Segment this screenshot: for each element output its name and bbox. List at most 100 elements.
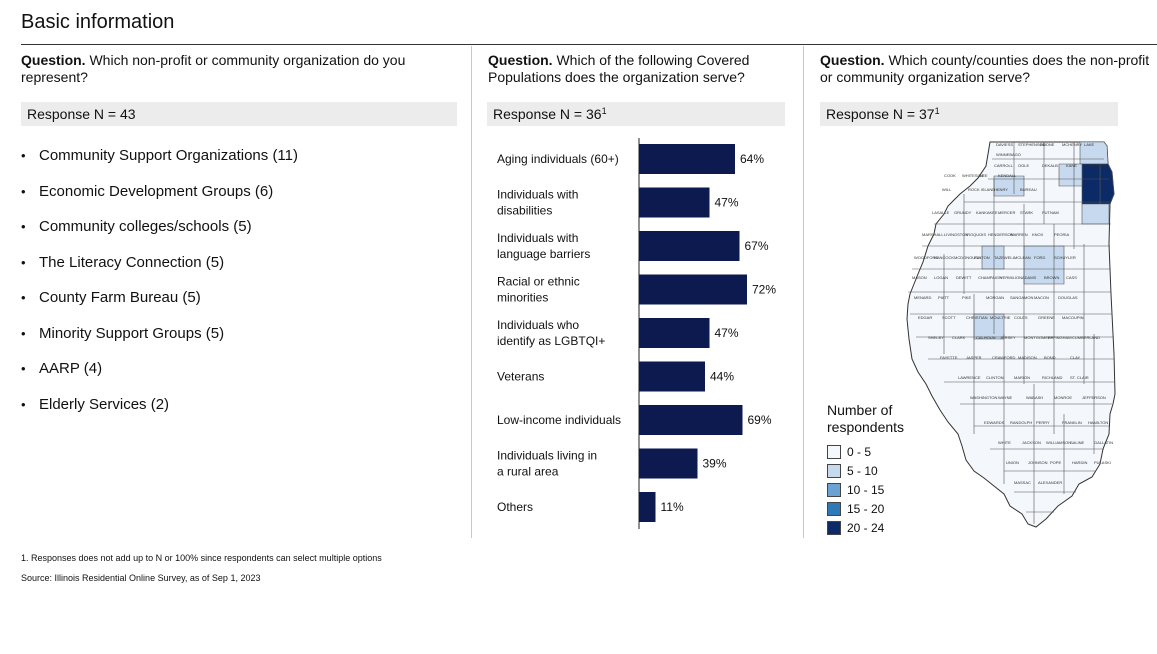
question-text: Which county/counties does the non-profi… bbox=[820, 52, 1150, 85]
data-label: 11% bbox=[661, 500, 684, 514]
county-shape bbox=[1058, 163, 1083, 187]
bullet-icon: • bbox=[21, 290, 26, 305]
county-label: LOGAN bbox=[934, 275, 948, 280]
county-label: WARREN bbox=[1010, 232, 1028, 237]
list-item-label: Elderly Services (2) bbox=[39, 395, 170, 413]
counties-panel: Question. Which county/counties does the… bbox=[803, 46, 1157, 538]
legend-label: 15 - 20 bbox=[847, 501, 885, 516]
bullet-icon: • bbox=[21, 325, 26, 341]
question-label: Question. bbox=[820, 52, 885, 68]
county-label: RANDOLPH bbox=[1010, 420, 1032, 425]
county-label: CRAWFORD bbox=[992, 355, 1016, 360]
county-label: CALHOUN bbox=[976, 335, 996, 340]
footnote-marker: 1 bbox=[934, 106, 940, 116]
county-shape bbox=[1079, 141, 1109, 165]
data-label: 47% bbox=[715, 196, 739, 210]
county-label: LAWRENCE bbox=[958, 375, 981, 380]
county-label: SALINE bbox=[1070, 440, 1085, 445]
county-label: LEE bbox=[980, 173, 988, 178]
bar bbox=[639, 492, 656, 522]
legend-swatch bbox=[827, 444, 841, 459]
question-text: Which non-profit or community organizati… bbox=[21, 52, 406, 85]
county-label: HANCOCK bbox=[934, 255, 954, 260]
county-label: ADAMS bbox=[1022, 275, 1037, 280]
county-label: COLES bbox=[1014, 315, 1028, 320]
county-label: MACON bbox=[1034, 295, 1049, 300]
list-item: • Economic Development Groups (6) bbox=[21, 183, 298, 219]
footnote-marker: 1 bbox=[601, 106, 607, 116]
county-label: TAZEWELL bbox=[994, 255, 1016, 260]
response-count: Response N = 361 bbox=[487, 102, 785, 126]
county-shape bbox=[1099, 163, 1115, 205]
county-label: FAYETTE bbox=[940, 355, 958, 360]
category-label: Individuals who bbox=[497, 318, 579, 332]
county-label: UNION bbox=[1006, 460, 1019, 465]
county-label: FORD bbox=[1034, 255, 1045, 260]
data-label: 64% bbox=[740, 152, 764, 166]
county-label: KNOX bbox=[1032, 232, 1044, 237]
county-label: MCLEAN bbox=[1014, 255, 1031, 260]
county-label: MOULTRIE bbox=[990, 315, 1011, 320]
county-label: CLARK bbox=[952, 335, 966, 340]
county-label: BOND bbox=[1044, 355, 1056, 360]
legend-label: 20 - 24 bbox=[847, 520, 885, 535]
county-label: WAYNE bbox=[998, 395, 1013, 400]
category-label: minorities bbox=[497, 291, 548, 305]
county-label: POPE bbox=[1050, 460, 1061, 465]
legend-label: 10 - 15 bbox=[847, 482, 885, 497]
county-label: LIVINGSTON bbox=[944, 232, 968, 237]
bar bbox=[639, 405, 743, 435]
county-label: WABASH bbox=[1026, 395, 1043, 400]
list-item-label: Minority Support Groups (5) bbox=[39, 324, 225, 342]
list-item-label: AARP (4) bbox=[39, 360, 103, 377]
county-label: STEPHENSON bbox=[1018, 142, 1046, 147]
legend-title: Number of respondents bbox=[827, 402, 905, 435]
legend-entry: 10 - 15 bbox=[827, 480, 904, 499]
bullet-icon: • bbox=[21, 148, 26, 163]
county-label: GRUNDY bbox=[954, 210, 972, 215]
legend-label: 5 - 10 bbox=[847, 463, 878, 478]
list-item: • Minority Support Groups (5) bbox=[21, 325, 298, 361]
bar bbox=[639, 448, 698, 479]
county-label: PUTNAM bbox=[1042, 210, 1059, 215]
county-label: BUREAU bbox=[1020, 187, 1037, 192]
county-label: MONROE bbox=[1054, 395, 1072, 400]
map-legend: Number of respondents 0 - 5 5 - 10 10 - 15 1… bbox=[827, 402, 904, 537]
county-label: JACKSON bbox=[1022, 440, 1041, 445]
list-item-label: The Literacy Connection (5) bbox=[39, 253, 225, 271]
county-label: SCOTT bbox=[942, 315, 956, 320]
data-label: 72% bbox=[752, 283, 776, 297]
list-item-label: Economic Development Groups (6) bbox=[39, 182, 274, 200]
county-label: JASPER bbox=[966, 355, 982, 360]
legend-items: 0 - 5 5 - 10 10 - 15 15 - 20 20 - 24 bbox=[827, 442, 904, 537]
county-label: WINNEBAGO bbox=[996, 152, 1021, 157]
county-label: PEORIA bbox=[1054, 232, 1069, 237]
populations-bar-chart: Aging individuals (60+) 64% Individuals wi… bbox=[497, 138, 776, 529]
bullet-icon: • bbox=[21, 254, 26, 270]
list-item: • The Literacy Connection (5) bbox=[21, 254, 298, 290]
organization-panel: Question. Which non-profit or community … bbox=[21, 46, 469, 538]
list-item: • AARP (4) bbox=[21, 360, 298, 396]
county-label: RICHLAND bbox=[1042, 375, 1063, 380]
category-label: Racial or ethnic bbox=[497, 275, 580, 289]
response-count: Response N = 371 bbox=[820, 102, 1118, 126]
category-label: a rural area bbox=[497, 465, 559, 479]
legend-entry: 20 - 24 bbox=[827, 518, 904, 537]
county-label: CASS bbox=[1066, 275, 1077, 280]
county-label: HENRY bbox=[994, 187, 1008, 192]
county-label: BROWN bbox=[1044, 275, 1059, 280]
county-label: FULTON bbox=[974, 255, 990, 260]
county-label: WOODFORD bbox=[914, 255, 938, 260]
county-label: MASSAC bbox=[1014, 480, 1031, 485]
illinois-state-outline bbox=[906, 141, 1116, 528]
bullet-icon: • bbox=[21, 183, 26, 199]
county-label: OGLE bbox=[1018, 163, 1029, 168]
county-label: CARROLL bbox=[994, 163, 1014, 168]
county-label: DOUGLAS bbox=[1058, 295, 1078, 300]
county-label: EDGAR bbox=[918, 315, 932, 320]
data-label: 39% bbox=[703, 457, 727, 471]
question-populations: Question. Which of the following Covered… bbox=[488, 52, 793, 86]
county-label: LAKE bbox=[1084, 142, 1095, 147]
bullet-icon: • bbox=[21, 396, 26, 412]
